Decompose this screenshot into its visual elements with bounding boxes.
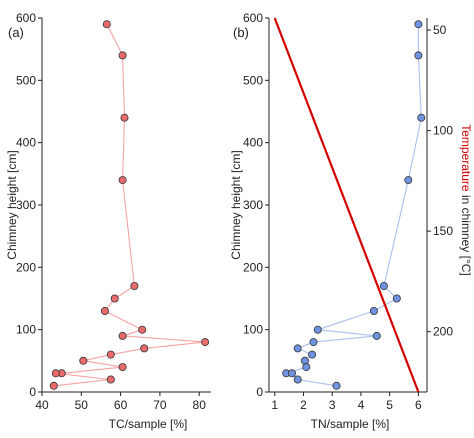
y-tick-label: 300	[243, 198, 263, 212]
data-point	[120, 113, 129, 122]
data-point	[130, 281, 139, 290]
panel-a: (a) Chimney height [cm] TC/sample [%] 0 1…	[5, 11, 211, 431]
data-point	[414, 20, 423, 29]
panel-a-label: (a)	[8, 25, 24, 40]
data-point	[106, 375, 115, 384]
data-point	[79, 356, 88, 365]
x-tick-label: 60	[114, 398, 128, 412]
panel-a-ylabel: Chimney height [cm]	[5, 150, 19, 259]
x-tick-label: 2	[300, 398, 307, 412]
data-point	[49, 381, 58, 390]
data-point	[201, 338, 210, 347]
x-tick-label: 50	[75, 398, 89, 412]
y2-tick-label: 50	[433, 23, 447, 37]
x-tick-label: 6	[415, 398, 422, 412]
y-tick-label: 200	[16, 260, 36, 274]
data-point	[332, 381, 341, 390]
series-line	[53, 23, 206, 387]
data-point	[404, 176, 413, 185]
data-point	[372, 331, 381, 340]
data-point	[118, 363, 127, 372]
series-line	[286, 24, 422, 387]
y-tick-label: 0	[29, 385, 36, 399]
y-tick-label: 0	[256, 385, 263, 399]
temperature-line	[273, 17, 420, 393]
y-tick-label: 200	[243, 260, 263, 274]
y-tick-label: 600	[16, 11, 36, 25]
x-tick-label: 80	[193, 398, 207, 412]
data-point	[308, 350, 317, 359]
y2-tick-label: 100	[433, 124, 453, 138]
y-tick-label: 100	[243, 323, 263, 337]
y-tick-label: 400	[243, 136, 263, 150]
y-tick-label: 500	[16, 73, 36, 87]
panel-b-ylabel: Chimney height [cm]	[229, 150, 243, 259]
y2label-temperature: Temperature	[459, 124, 473, 192]
y2-tick-label: 200	[433, 325, 453, 339]
panel-a-xlabel: TC/sample [%]	[109, 417, 188, 431]
y-tick-label: 500	[243, 73, 263, 87]
data-point	[140, 344, 149, 353]
panel-b-y2label: Temperature in chimney [°C]	[459, 124, 473, 276]
panel-b-xlabel: TN/sample [%]	[311, 417, 390, 431]
y-tick-label: 400	[16, 136, 36, 150]
data-point	[110, 294, 119, 303]
data-point	[287, 369, 296, 378]
data-point	[302, 363, 311, 372]
data-point	[106, 350, 115, 359]
data-point	[51, 369, 60, 378]
x-tick-label: 5	[386, 398, 393, 412]
data-point	[138, 325, 147, 334]
panel-b-label: (b)	[233, 25, 249, 40]
y-tick-label: 100	[16, 323, 36, 337]
y2label-rest: in chimney [°C]	[459, 192, 473, 276]
data-point	[100, 306, 109, 315]
data-point	[392, 294, 401, 303]
data-point	[417, 113, 426, 122]
data-point	[379, 281, 388, 290]
x-tick-label: 4	[358, 398, 365, 412]
data-point	[414, 51, 423, 60]
data-point	[293, 375, 302, 384]
panel-b: (b) Chimney height [cm] TN/sample [%] Te…	[229, 11, 473, 431]
y2-tick-label: 150	[433, 224, 453, 238]
y-tick-label: 300	[16, 198, 36, 212]
data-point	[369, 306, 378, 315]
data-point	[313, 325, 322, 334]
x-tick-label: 70	[153, 398, 167, 412]
data-point	[118, 176, 127, 185]
y-tick-label: 600	[243, 11, 263, 25]
x-tick-label: 40	[35, 398, 49, 412]
data-point	[118, 331, 127, 340]
x-tick-label: 1	[271, 398, 278, 412]
data-point	[293, 344, 302, 353]
data-point	[102, 20, 111, 29]
data-point	[309, 338, 318, 347]
x-tick-label: 3	[329, 398, 336, 412]
data-point	[118, 51, 127, 60]
